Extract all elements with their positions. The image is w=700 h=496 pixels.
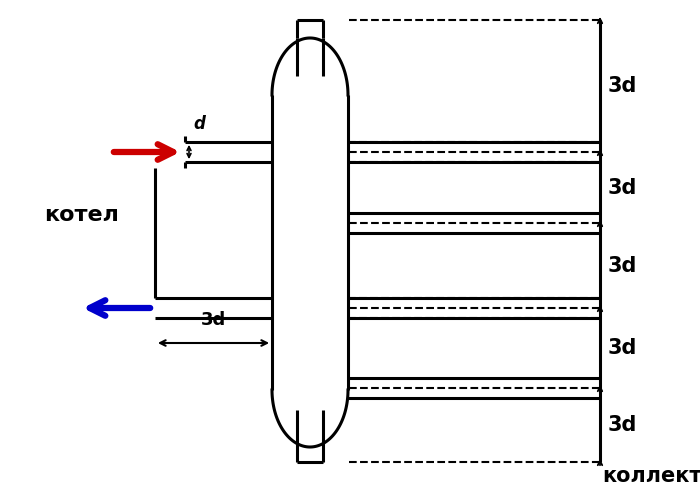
Text: 3d: 3d: [608, 178, 638, 197]
Text: 3d: 3d: [201, 311, 226, 329]
Text: коллектора: коллектора: [602, 466, 700, 486]
Text: 3d: 3d: [608, 415, 638, 435]
Text: 3d: 3d: [608, 338, 638, 358]
Text: d: d: [193, 115, 205, 133]
Text: 3d: 3d: [608, 255, 638, 275]
Text: 3d: 3d: [608, 76, 638, 96]
Text: котел: котел: [45, 205, 120, 225]
